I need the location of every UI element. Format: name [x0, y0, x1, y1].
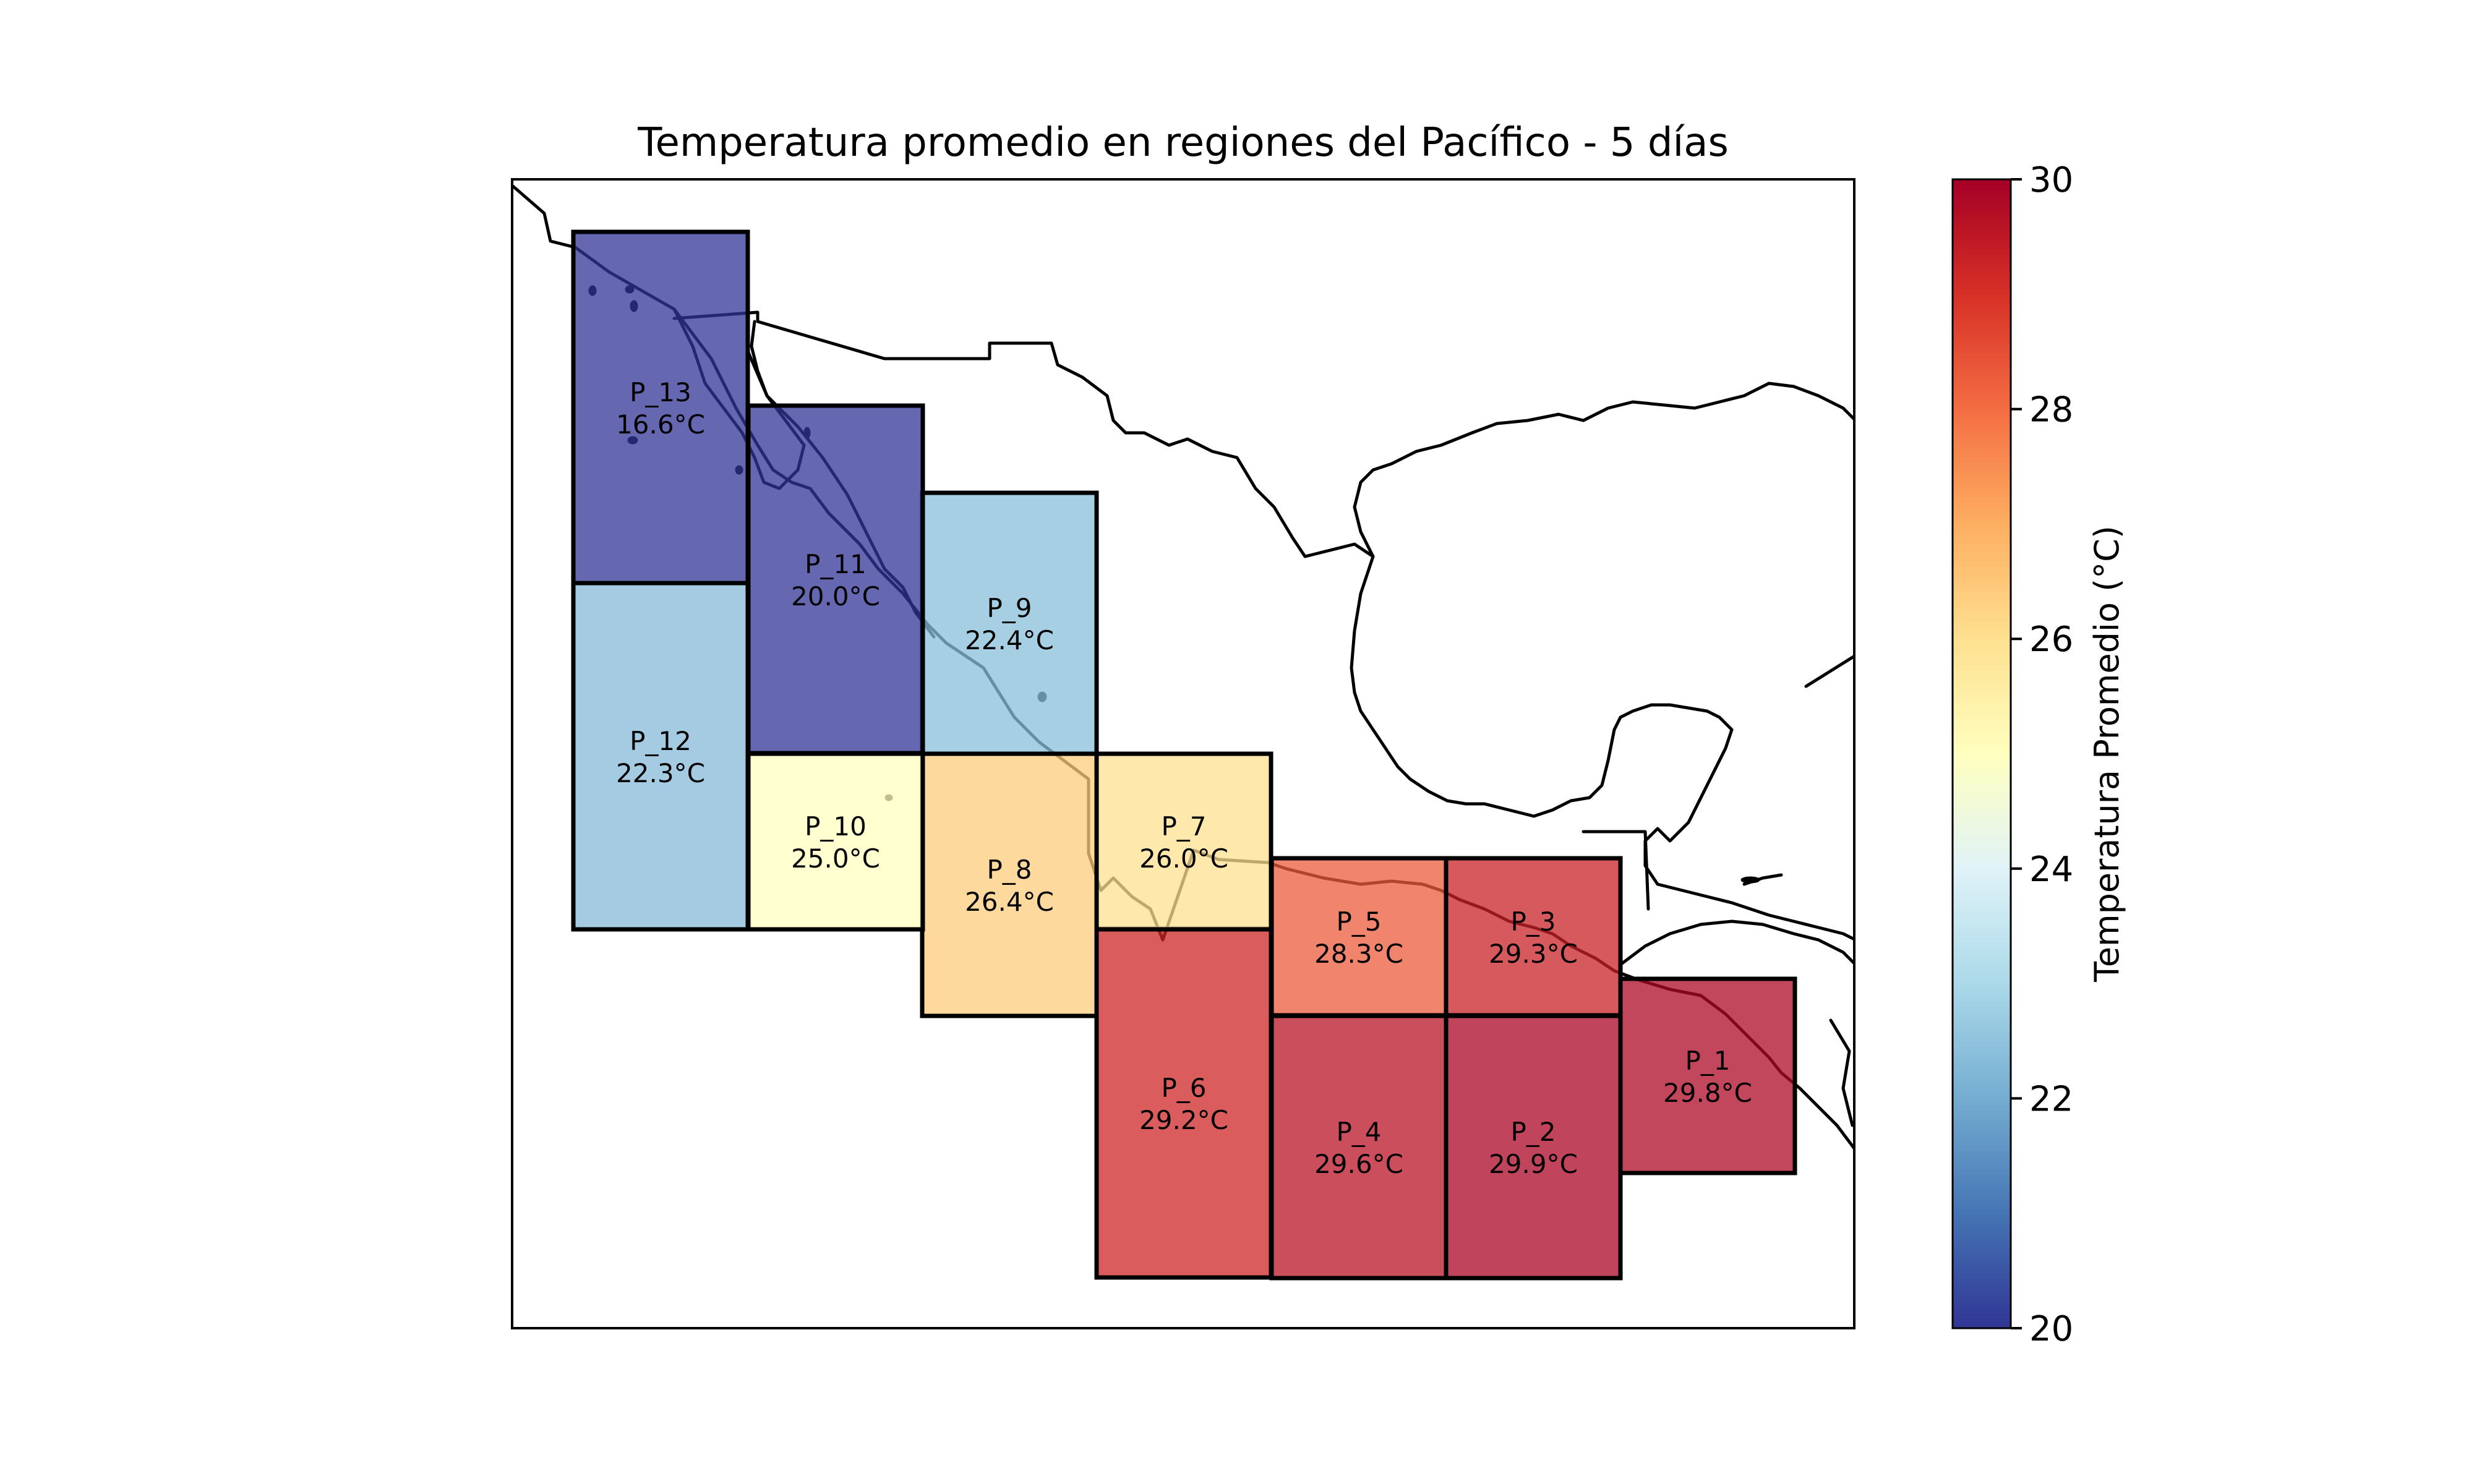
colorbar-tick-label: 20 [2029, 1309, 2073, 1349]
region-temp-label: 20.0°C [791, 581, 880, 612]
region-p-2: P_229.9°C [1444, 1013, 1623, 1281]
central-america-east [1619, 919, 1854, 966]
region-id-label: P_11 [805, 549, 867, 579]
region-cell [1094, 751, 1273, 932]
region-temp-label: 26.4°C [965, 887, 1054, 917]
region-temp-label: 29.2°C [1139, 1105, 1228, 1135]
region-cell [571, 229, 750, 586]
colorbar-label: Temperatura Promedio (°C) [2087, 526, 2126, 983]
region-cell [571, 581, 750, 932]
region-temp-label: 25.0°C [791, 843, 880, 874]
region-temp-label: 28.3°C [1314, 939, 1403, 969]
region-p-9: P_922.4°C [920, 490, 1099, 756]
region-id-label: P_10 [805, 811, 867, 842]
map-border [511, 178, 1856, 1329]
region-cell [1269, 856, 1449, 1018]
region-cell [1444, 856, 1623, 1018]
colorbar-gradient [1951, 178, 2012, 1329]
region-p-5: P_528.3°C [1269, 856, 1449, 1018]
region-id-label: P_1 [1685, 1046, 1730, 1076]
region-id-label: P_9 [987, 593, 1032, 623]
region-cell [746, 403, 925, 756]
region-cell [1094, 926, 1273, 1280]
region-grid: P_129.8°CP_229.9°CP_329.3°CP_429.6°CP_52… [571, 229, 1797, 1281]
region-temp-label: 22.3°C [616, 758, 705, 788]
region-id-label: P_6 [1161, 1073, 1206, 1103]
region-temp-label: 29.9°C [1489, 1149, 1578, 1179]
region-temp-label: 22.4°C [965, 625, 1054, 655]
colorbar-tick-label: 30 [2029, 160, 2073, 200]
region-temp-label: 29.6°C [1314, 1149, 1403, 1179]
region-temp-label: 29.8°C [1663, 1078, 1752, 1108]
map-frame: P_129.8°CP_229.9°CP_329.3°CP_429.6°CP_52… [511, 178, 1856, 1329]
region-id-label: P_5 [1336, 906, 1381, 937]
region-id-label: P_3 [1510, 906, 1556, 937]
panama-coast [1829, 1018, 1854, 1127]
region-id-label: P_12 [630, 726, 691, 756]
region-temp-label: 16.6°C [616, 409, 705, 440]
region-p-8: P_826.4°C [920, 751, 1099, 1018]
region-cell [1618, 976, 1797, 1175]
region-id-label: P_7 [1161, 811, 1206, 842]
chart-title: Temperatura promedio en regiones del Pac… [637, 120, 1729, 166]
region-cell [746, 751, 925, 932]
region-cell [920, 751, 1099, 1018]
colorbar-tick-label: 26 [2029, 620, 2073, 660]
region-temp-label: 29.3°C [1489, 939, 1578, 969]
colorbar-tick-label: 28 [2029, 390, 2073, 430]
region-p-1: P_129.8°C [1618, 976, 1797, 1175]
region-id-label: P_8 [987, 855, 1032, 885]
region-p-4: P_429.6°C [1269, 1013, 1449, 1281]
region-p-6: P_629.2°C [1094, 926, 1273, 1280]
colorbar-tick-label: 22 [2029, 1079, 2073, 1119]
florida-tip [1804, 654, 1854, 688]
region-id-label: P_4 [1336, 1117, 1381, 1147]
region-p-7: P_726.0°C [1094, 751, 1273, 932]
colorbar-ticks: 20 22 24 26 28 30 [2011, 160, 2073, 1349]
region-id-label: P_2 [1510, 1117, 1556, 1147]
region-cell [1269, 1013, 1449, 1281]
mexico-gulf-west-coast [1350, 555, 1854, 941]
region-cell [920, 490, 1099, 756]
colorbar: 20 22 24 26 28 30 Temperatura Promedio (°C) [1951, 160, 2126, 1349]
colorbar-tick-label: 24 [2029, 850, 2073, 890]
gulf-of-mexico-coast [1353, 382, 1854, 558]
region-cell [1444, 1013, 1623, 1281]
region-id-label: P_13 [630, 377, 691, 407]
island [1740, 876, 1760, 884]
region-p-3: P_329.3°C [1444, 856, 1623, 1018]
us-mexico-border [672, 310, 1375, 558]
belize-border [1582, 830, 1650, 911]
region-temp-label: 26.0°C [1139, 843, 1228, 874]
